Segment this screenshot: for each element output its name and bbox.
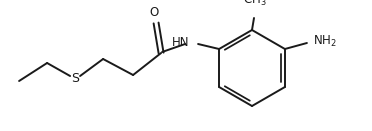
Text: O: O — [150, 7, 159, 20]
Text: S: S — [71, 72, 79, 86]
Text: CH$_3$: CH$_3$ — [243, 0, 267, 8]
Text: HN: HN — [171, 37, 189, 50]
Text: NH$_2$: NH$_2$ — [313, 33, 337, 49]
